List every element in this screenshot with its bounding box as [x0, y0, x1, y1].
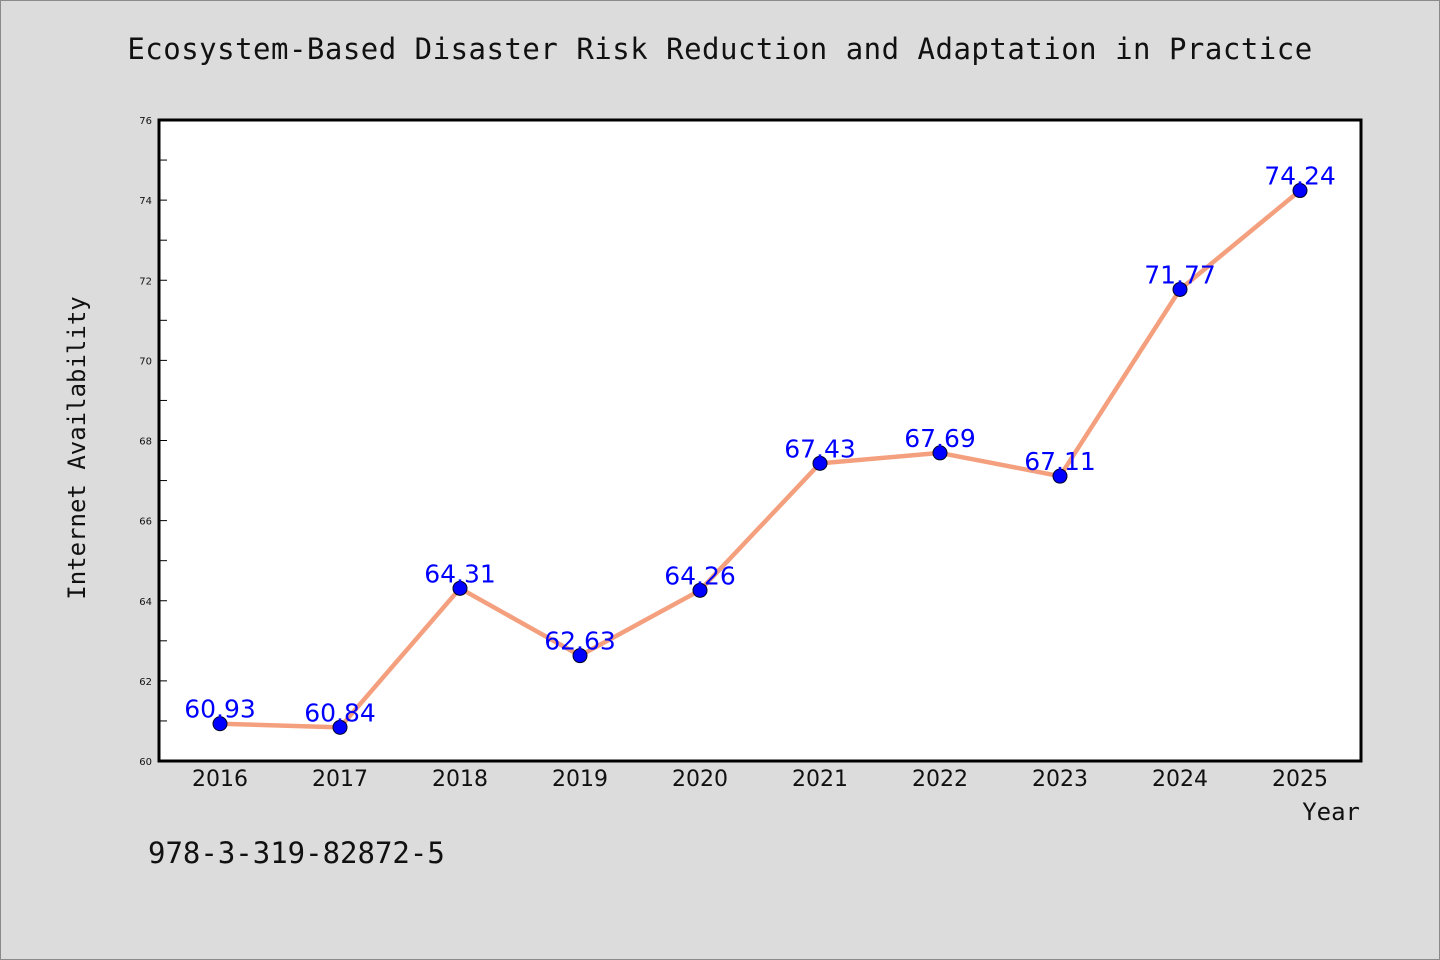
- x-tick-label: 2024: [1152, 767, 1208, 792]
- data-label: 67.11: [1024, 447, 1096, 476]
- y-tick-label: 64: [139, 597, 152, 608]
- data-label: 60.93: [184, 695, 256, 724]
- data-point: [812, 455, 828, 471]
- y-tick-label: 68: [139, 437, 152, 448]
- chart-title: Ecosystem-Based Disaster Risk Reduction …: [127, 32, 1313, 66]
- y-axis-label: Internet Availability: [63, 296, 91, 599]
- data-point: [212, 716, 228, 732]
- y-axis-ticks: 60 62 64 66 68 70 72 74 76: [139, 116, 167, 768]
- x-tick-label: 2016: [192, 767, 248, 792]
- x-tick-label: 2025: [1272, 767, 1328, 792]
- data-label: 64.31: [424, 559, 496, 588]
- y-tick-label: 72: [139, 276, 152, 287]
- data-point: [1052, 468, 1068, 484]
- plot-area: [157, 118, 1363, 763]
- x-tick-label: 2019: [552, 767, 608, 792]
- data-point: [572, 648, 588, 664]
- series-line: [217, 188, 1303, 730]
- y-tick-label: 76: [139, 116, 152, 127]
- data-point: [1292, 183, 1308, 199]
- y-tick-label: 66: [139, 517, 152, 528]
- y-tick-label: 70: [139, 356, 152, 367]
- data-point: [932, 445, 948, 461]
- data-labels: 60.93 60.84 64.31 62.63 64.26 67.43 67.69 67.11…: [184, 162, 1336, 728]
- y-tick-label: 74: [139, 196, 152, 207]
- data-label: 60.84: [304, 698, 376, 727]
- x-tick-label: 2018: [432, 767, 488, 792]
- data-label: 71.77: [1144, 260, 1216, 289]
- data-label: 67.43: [784, 434, 856, 463]
- x-tick-label: 2017: [312, 767, 368, 792]
- x-axis-label: Year: [1302, 798, 1360, 826]
- data-label: 64.26: [664, 561, 736, 590]
- x-tick-label: 2021: [792, 767, 848, 792]
- x-tick-label: 2022: [912, 767, 968, 792]
- y-tick-label: 60: [139, 757, 152, 768]
- data-label: 74.24: [1264, 162, 1336, 191]
- data-point: [692, 582, 708, 598]
- data-point: [452, 580, 468, 596]
- x-tick-label: 2023: [1032, 767, 1088, 792]
- data-point: [1172, 281, 1188, 297]
- x-tick-label: 2020: [672, 767, 728, 792]
- data-label: 62.63: [544, 627, 616, 656]
- data-markers: [212, 183, 1308, 735]
- x-axis-ticks: 2016 2017 2018 2019 2020 2021 2022 2023 2024 2025: [192, 767, 1328, 792]
- data-label: 67.69: [904, 424, 976, 453]
- data-point: [332, 719, 348, 735]
- y-tick-label: 62: [139, 677, 152, 688]
- isbn-text: 978-3-319-82872-5: [148, 836, 445, 870]
